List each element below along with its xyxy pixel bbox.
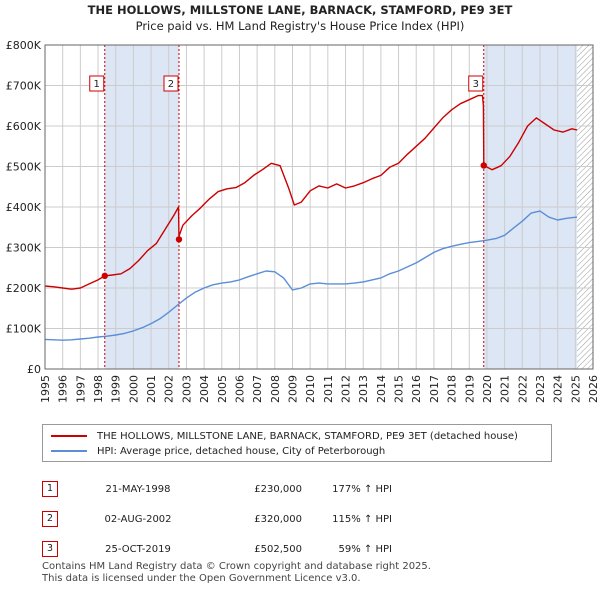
y-tick-label: £600K: [6, 120, 42, 133]
footer-licence: This data is licensed under the Open Gov…: [42, 573, 361, 584]
y-tick-label: £400K: [6, 201, 42, 214]
transaction-hpi-change: 59% ↑ HPI: [338, 543, 392, 555]
marker-label: 3: [473, 79, 479, 90]
x-tick-label: 2024: [552, 375, 565, 403]
marker-box: [468, 75, 484, 92]
sale-point: [101, 272, 108, 280]
y-tick-label: £500K: [6, 161, 42, 174]
marker-box: [163, 75, 179, 92]
transaction-hpi-change: 177% ↑ HPI: [332, 483, 392, 495]
x-tick-label: 2005: [216, 375, 229, 403]
transaction-price: £230,000: [254, 483, 302, 495]
table-row: 2 02-AUG-2002 £320,000 115% ↑ HPI: [42, 504, 392, 534]
chart-title: THE HOLLOWS, MILLSTONE LANE, BARNACK, ST…: [87, 3, 513, 17]
x-tick-label: 2011: [322, 375, 335, 403]
x-tick-label: 2009: [286, 375, 299, 403]
x-tick-label: 2010: [304, 375, 317, 403]
legend-item-hpi: HPI: Average price, detached house, City…: [51, 444, 385, 458]
transaction-price: £320,000: [254, 513, 302, 525]
sale-point: [175, 236, 183, 243]
x-tick-label: 2022: [516, 375, 529, 403]
x-tick-label: 2006: [233, 375, 246, 403]
plot-frame: [44, 44, 594, 370]
x-tick-label: 2018: [446, 375, 459, 403]
y-tick-label: £800K: [6, 39, 42, 52]
transactions-table: 1 21-MAY-1998 £230,000 177% ↑ HPI 2 02-A…: [42, 474, 392, 564]
x-tick-label: 2025: [569, 375, 582, 403]
x-tick-label: 2017: [428, 375, 441, 403]
series-line: [44, 94, 578, 290]
x-tick-label: 2007: [251, 375, 264, 403]
transaction-price: £502,500: [254, 543, 302, 555]
x-tick-label: 2013: [357, 375, 370, 403]
sale-point: [480, 162, 487, 169]
x-tick-label: 1995: [39, 375, 52, 403]
y-tick-label: £0: [27, 363, 41, 376]
transaction-date: 21-MAY-1998: [105, 483, 171, 495]
x-tick-label: 2003: [180, 375, 193, 403]
transaction-number: 2: [42, 511, 58, 527]
transaction-number: 3: [42, 541, 58, 557]
x-tick-label: 2008: [269, 375, 282, 403]
legend: THE HOLLOWS, MILLSTONE LANE, BARNACK, ST…: [42, 424, 552, 462]
legend-label-property: THE HOLLOWS, MILLSTONE LANE, BARNACK, ST…: [97, 430, 518, 442]
legend-swatch-hpi: [51, 450, 87, 452]
x-tick-label: 2015: [393, 375, 406, 403]
transaction-hpi-change: 115% ↑ HPI: [332, 513, 392, 525]
y-tick-label: £700K: [6, 80, 42, 93]
y-tick-label: £100K: [6, 323, 42, 336]
marker-box: [89, 75, 105, 92]
x-tick-label: 2004: [198, 375, 211, 403]
table-row: 1 21-MAY-1998 £230,000 177% ↑ HPI: [42, 474, 392, 504]
x-tick-label: 2023: [534, 375, 547, 403]
x-tick-label: 1996: [57, 375, 70, 403]
x-tick-label: 2012: [340, 375, 353, 403]
price-chart: 1 2 3 £0 £100K £200K £300K £400K £500K £600K £700…: [6, 39, 600, 403]
x-tick-label: 2016: [410, 375, 423, 403]
transaction-date: 02-AUG-2002: [104, 513, 172, 525]
y-tick-label: £300K: [6, 242, 42, 255]
transaction-number: 1: [42, 481, 58, 497]
series-line: [44, 210, 578, 341]
legend-label-hpi: HPI: Average price, detached house, City…: [97, 445, 386, 457]
x-tick-label: 1998: [92, 375, 105, 403]
chart-subtitle: Price paid vs. HM Land Registry's House …: [135, 19, 465, 33]
marker-label: 2: [168, 79, 174, 90]
footer-copyright: Contains HM Land Registry data © Crown c…: [42, 561, 431, 572]
x-tick-label: 2002: [163, 375, 176, 403]
y-tick-label: £200K: [6, 282, 42, 295]
table-row: 3 25-OCT-2019 £502,500 59% ↑ HPI: [42, 534, 392, 564]
x-tick-label: 1997: [74, 375, 87, 403]
x-tick-label: 2021: [499, 375, 512, 403]
x-tick-label: 2000: [127, 375, 140, 403]
x-tick-label: 2020: [481, 375, 494, 403]
marker-label: 1: [94, 79, 100, 90]
x-tick-label: 1999: [110, 375, 123, 403]
legend-item-property: THE HOLLOWS, MILLSTONE LANE, BARNACK, ST…: [51, 429, 518, 443]
x-tick-label: 2026: [587, 375, 600, 403]
x-tick-label: 2019: [463, 375, 476, 403]
footer: Contains HM Land Registry data © Crown c…: [42, 561, 431, 585]
legend-swatch-property: [51, 435, 87, 437]
transaction-date: 25-OCT-2019: [105, 543, 171, 555]
x-tick-label: 2014: [375, 375, 388, 403]
x-tick-label: 2001: [145, 375, 158, 403]
